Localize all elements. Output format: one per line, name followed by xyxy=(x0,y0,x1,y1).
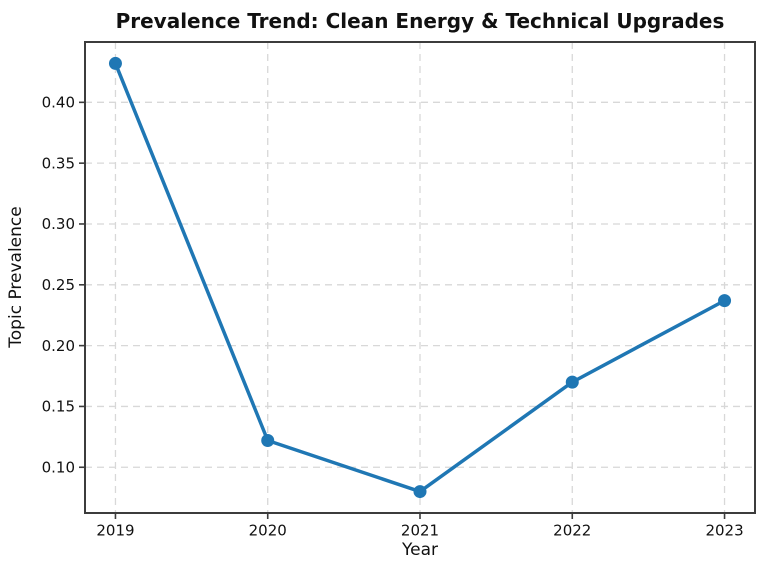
y-tick-label: 0.10 xyxy=(42,459,75,477)
x-tick-label: 2023 xyxy=(705,521,743,539)
data-point xyxy=(108,56,122,70)
chart-title: Prevalence Trend: Clean Energy & Technic… xyxy=(115,9,725,33)
y-tick-label: 0.15 xyxy=(42,398,75,416)
x-tick-label: 2021 xyxy=(401,521,439,539)
data-point xyxy=(261,434,275,448)
x-tick-label: 2020 xyxy=(249,521,287,539)
y-axis-label: Topic Prevalence xyxy=(6,206,26,348)
data-point xyxy=(718,294,732,308)
x-tick-label: 2019 xyxy=(96,521,134,539)
y-tick-label: 0.25 xyxy=(42,276,75,294)
y-tick-label: 0.30 xyxy=(42,215,75,233)
y-tick-label: 0.40 xyxy=(42,94,75,112)
y-tick-label: 0.20 xyxy=(42,337,75,355)
y-tick-label: 0.35 xyxy=(42,154,75,172)
x-tick-label: 2022 xyxy=(553,521,591,539)
data-point xyxy=(413,485,427,499)
x-axis-label: Year xyxy=(402,540,438,560)
data-point xyxy=(565,375,579,389)
